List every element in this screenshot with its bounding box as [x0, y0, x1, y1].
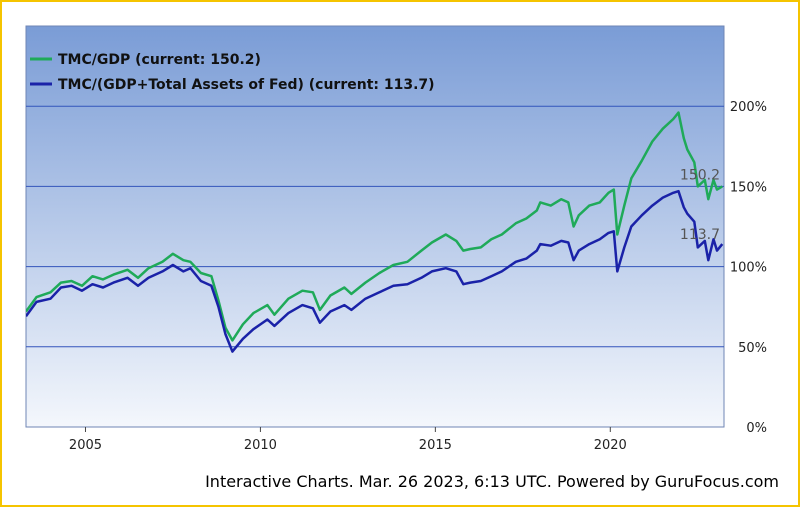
gridlines [26, 105, 724, 348]
y-tick-label: 0% [746, 421, 767, 436]
current-value-tmc-gdp-fed: 113.7 [680, 227, 720, 243]
legend-label-tmc-gdp-fed: TMC/(GDP+Total Assets of Fed) (current: … [58, 77, 435, 93]
series-line-tmc-gdp[interactable] [26, 111, 723, 342]
x-tick-label: 2020 [594, 438, 627, 453]
x-axis-labels: 2005 2010 2015 2020 [69, 427, 627, 453]
y-axis-labels: 0% 50% 100% 150% 200% [730, 100, 767, 436]
legend-item-tmc-gdp[interactable]: TMC/GDP (current: 150.2) [30, 52, 261, 68]
y-tick-label: 50% [738, 341, 767, 356]
plot-area[interactable] [25, 25, 725, 428]
x-tick-label: 2005 [69, 438, 102, 453]
y-tick-label: 200% [730, 100, 767, 115]
current-value-tmc-gdp: 150.2 [680, 167, 720, 183]
chart-credit: Interactive Charts. Mar. 26 2023, 6:13 U… [205, 472, 779, 491]
legend-label-tmc-gdp: TMC/GDP (current: 150.2) [58, 52, 261, 68]
y-tick-label: 100% [730, 261, 767, 276]
series-line-tmc-gdp-fed[interactable] [26, 189, 724, 353]
legend: TMC/GDP (current: 150.2) TMC/(GDP+Total … [30, 52, 435, 93]
y-tick-label: 150% [730, 180, 767, 195]
x-tick-label: 2015 [419, 438, 452, 453]
legend-item-tmc-gdp-fed[interactable]: TMC/(GDP+Total Assets of Fed) (current: … [30, 77, 435, 93]
x-tick-label: 2010 [244, 438, 277, 453]
